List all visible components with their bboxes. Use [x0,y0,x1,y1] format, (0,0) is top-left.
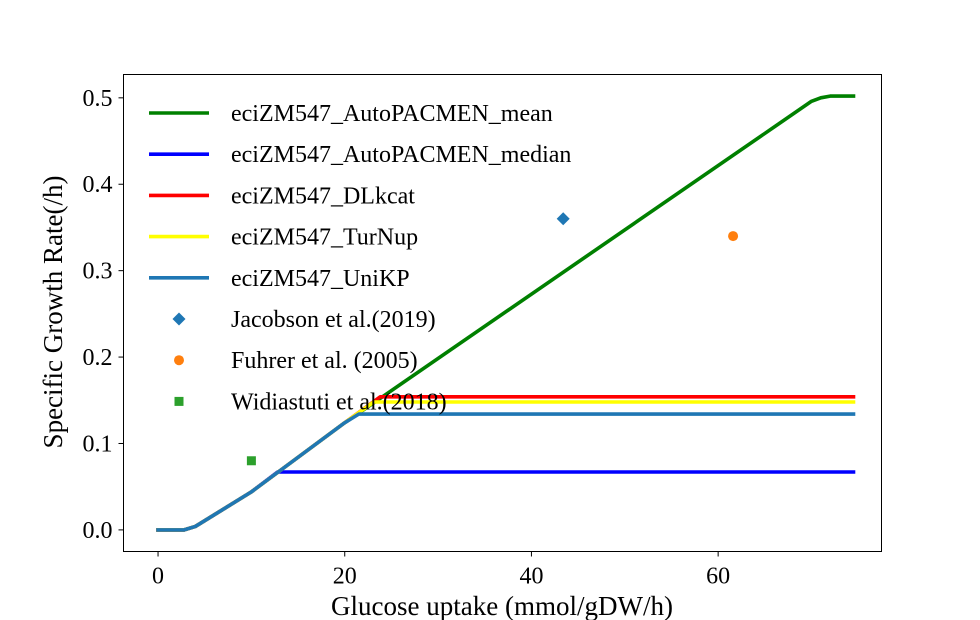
legend-swatch-widiastuti-et-al-2018 [174,396,184,406]
legend-label: Jacobson et al.(2019) [231,307,436,333]
x-tick-label: 0 [152,564,164,590]
plot-frame [123,74,882,552]
y-tick-label: 0.3 [83,259,113,285]
x-tick-label: 20 [333,564,357,590]
x-axis-label: Glucose uptake (mmol/gDW/h) [331,591,673,620]
y-axis-ticks: 0.0 0.1 0.2 0.3 0.4 0.5 [83,86,124,544]
x-tick-label: 40 [519,564,543,590]
legend-label: eciZM547_TurNup [231,225,418,251]
legend-swatch-fuhrer-et-al-2005 [174,355,184,366]
legend: eciZM547_AutoPACMEN_mean eciZM547_AutoPAC… [149,101,571,415]
data-point-jacobson-et-al-2019 [556,212,570,226]
legend-label: Fuhrer et al. (2005) [231,348,418,374]
legend-swatch-jacobson-et-al-2019 [172,312,186,326]
y-tick-label: 0.2 [83,345,113,371]
x-tick-label: 60 [706,564,730,590]
legend-label: eciZM547_AutoPACMEN_mean [231,101,553,127]
y-tick-label: 0.0 [83,518,113,544]
data-point-widiastuti-et-al-2018 [246,456,256,466]
legend-label: eciZM547_AutoPACMEN_median [231,142,571,168]
y-tick-label: 0.1 [83,431,113,457]
x-axis-ticks: 0 20 40 60 [152,551,730,590]
legend-label: Widiastuti et al.(2018) [231,389,447,415]
legend-label: eciZM547_UniKP [231,266,410,292]
legend-label: eciZM547_DLkcat [231,183,415,209]
y-tick-label: 0.4 [83,172,113,198]
y-axis-label: Specific Growth Rate(/h) [38,176,68,449]
data-point-fuhrer-et-al-2005 [728,231,739,242]
series-layer [156,94,856,532]
y-tick-label: 0.5 [83,86,113,112]
series-line-ecizm547-unikp [156,412,856,532]
